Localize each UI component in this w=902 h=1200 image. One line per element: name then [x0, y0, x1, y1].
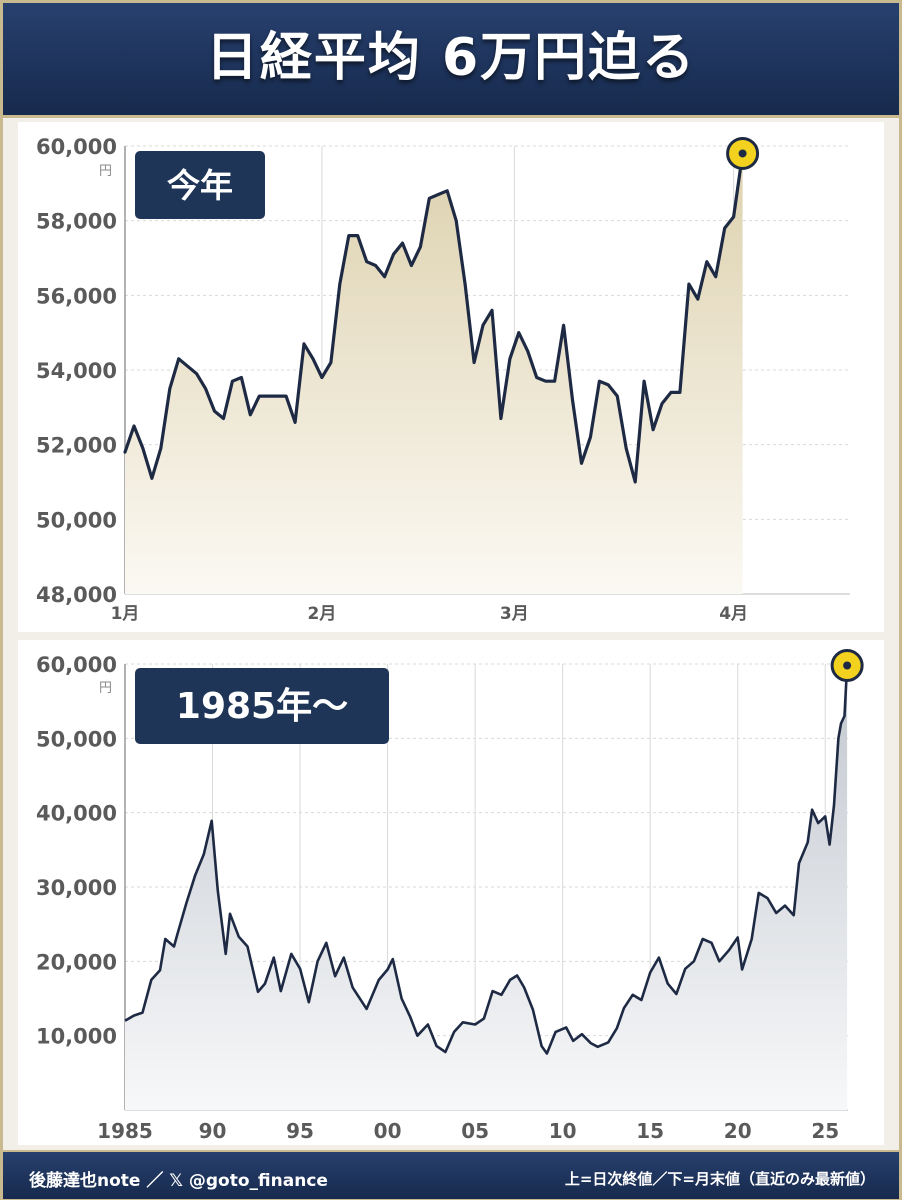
- chart-since-1985-svg: 60,000 50,000 40,000 30,000 20,000 10,000 198…: [36, 648, 864, 1143]
- x-tick-label: 05: [461, 1119, 489, 1143]
- price-area-fill: [125, 153, 743, 594]
- x-tick-label: 20: [724, 1119, 752, 1143]
- x-tick-label: 90: [199, 1119, 227, 1143]
- period-badge: 1985年～: [135, 668, 389, 744]
- y-tick-label: 20,000: [36, 950, 117, 974]
- footer-bar: 後藤達也note ／ 𝕏 @goto_finance 上=日次終値／下=月末値（…: [3, 1150, 899, 1199]
- x-axis-tick-labels: 1月 2月 3月 4月: [111, 604, 748, 624]
- y-tick-label: 58,000: [36, 210, 117, 234]
- unit-label: 円: [99, 681, 112, 696]
- x-tick-label: 10: [549, 1119, 577, 1143]
- period-badge: 今年: [135, 151, 265, 219]
- x-tick-label: 95: [286, 1119, 314, 1143]
- period-badge-label: 今年: [167, 166, 233, 205]
- price-line: [124, 665, 849, 1055]
- y-tick-label: 54,000: [36, 359, 117, 383]
- latest-value-marker: [726, 136, 760, 170]
- title-bar: 日経平均 6万円迫る: [3, 3, 899, 118]
- unit-label: 円: [99, 164, 112, 179]
- latest-value-marker: [830, 648, 864, 682]
- chart-since-1985: 60,000 50,000 40,000 30,000 20,000 10,000 198…: [18, 640, 884, 1145]
- x-tick-label: 00: [374, 1119, 402, 1143]
- x-tick-label: 25: [811, 1119, 839, 1143]
- x-tick-label: 15: [636, 1119, 664, 1143]
- x-axis-tick-labels: 1985 90 95 00 05 10 15 20 25: [97, 1119, 839, 1143]
- price-area-fill: [125, 665, 848, 1110]
- y-tick-label: 56,000: [36, 284, 117, 308]
- price-line: [123, 151, 745, 484]
- chart-this-year-svg: 60,000 58,000 56,000 54,000 52,000 50,000 48,0…: [36, 135, 850, 624]
- x-tick-label: 3月: [500, 604, 529, 624]
- y-tick-label: 52,000: [36, 434, 117, 458]
- data-note: 上=日次終値／下=月末値（直近のみ最新値）: [564, 1170, 875, 1188]
- y-tick-label: 10,000: [36, 1025, 117, 1049]
- author-credit: 後藤達也note ／ 𝕏 @goto_finance: [29, 1171, 328, 1191]
- y-tick-label: 60,000: [36, 653, 117, 677]
- x-tick-label: 2月: [307, 604, 336, 624]
- y-tick-label: 30,000: [36, 876, 117, 900]
- y-tick-label: 60,000: [36, 135, 117, 159]
- y-tick-label: 40,000: [36, 802, 117, 826]
- y-tick-label: 48,000: [36, 583, 117, 607]
- y-tick-label: 50,000: [36, 727, 117, 751]
- period-badge-label: 1985年～: [176, 686, 348, 727]
- y-axis-tick-labels: 60,000 58,000 56,000 54,000 52,000 50,000 48,0…: [36, 135, 117, 607]
- x-tick-label: 4月: [719, 604, 748, 624]
- x-tick-label: 1月: [111, 604, 140, 624]
- chart-this-year: 60,000 58,000 56,000 54,000 52,000 50,000 48,0…: [18, 122, 884, 632]
- y-tick-label: 50,000: [36, 508, 117, 532]
- y-axis-tick-labels: 60,000 50,000 40,000 30,000 20,000 10,000: [36, 653, 117, 1049]
- page-title: 日経平均 6万円迫る: [205, 28, 697, 88]
- x-tick-label: 1985: [97, 1119, 153, 1143]
